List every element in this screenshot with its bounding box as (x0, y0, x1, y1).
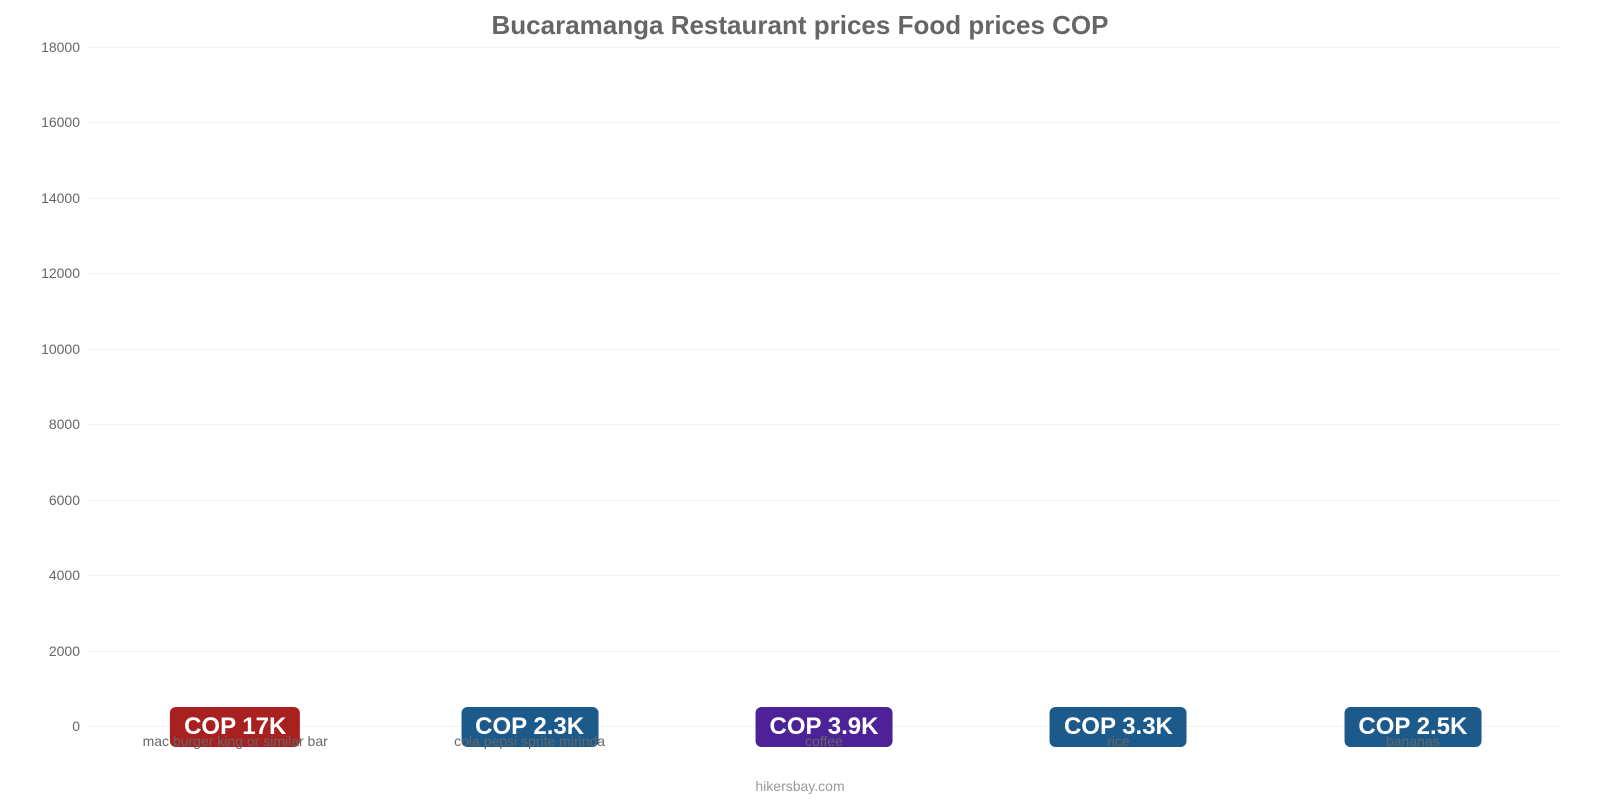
y-tick-label: 4000 (30, 567, 80, 583)
x-ticks: mac burger king or similar barcola pepsi… (88, 733, 1560, 749)
y-tick-label: 8000 (30, 416, 80, 432)
plot-box: 0200040006000800010000120001400016000180… (88, 47, 1560, 727)
y-tick-label: 2000 (30, 643, 80, 659)
y-tick-label: 10000 (30, 341, 80, 357)
y-tick-label: 6000 (30, 492, 80, 508)
x-tick-label: cola pepsi sprite mirinda (382, 733, 676, 749)
y-tick-label: 16000 (30, 114, 80, 130)
y-tick-label: 12000 (30, 265, 80, 281)
source-text: hikersbay.com (0, 778, 1600, 794)
x-tick-label: rice (971, 733, 1265, 749)
chart-title: Bucaramanga Restaurant prices Food price… (30, 10, 1570, 41)
y-tick-label: 18000 (30, 39, 80, 55)
bar-chart: Bucaramanga Restaurant prices Food price… (0, 0, 1600, 800)
x-tick-label: bananas (1266, 733, 1560, 749)
y-tick-label: 0 (30, 718, 80, 734)
bars-row: COP 17KCOP 2.3KCOP 3.9KCOP 3.3KCOP 2.5K (88, 47, 1560, 727)
x-tick-label: coffee (677, 733, 971, 749)
y-tick-label: 14000 (30, 190, 80, 206)
x-tick-label: mac burger king or similar bar (88, 733, 382, 749)
